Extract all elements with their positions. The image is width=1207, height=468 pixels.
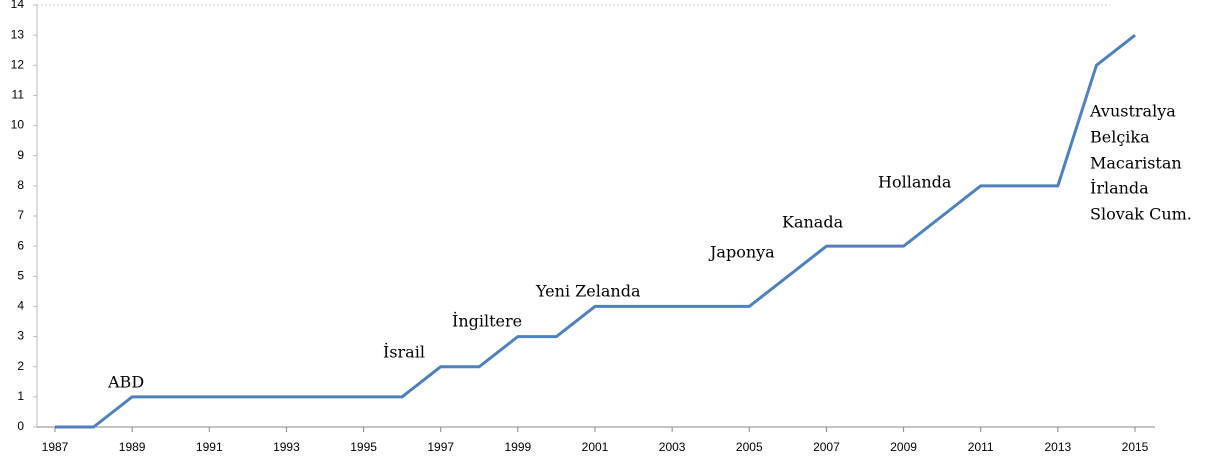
x-tick-label: 2011 [968,440,994,454]
x-tick-label: 2009 [890,440,917,454]
annotation: ABD [107,373,144,392]
y-tick-label: 14 [11,0,25,11]
y-tick-label: 3 [17,329,24,343]
annotation: Hollanda [878,173,952,192]
x-tick-label: 2003 [659,440,686,454]
x-tick-label: 1999 [505,440,532,454]
annotation: Yeni Zelanda [535,282,641,301]
annotation: İrlanda [1090,178,1149,198]
x-tick-label: 1993 [273,440,300,454]
annotation: Avustralya [1089,102,1176,121]
x-tick-label: 1995 [350,440,377,454]
x-tick-label: 2007 [813,440,840,454]
y-tick-label: 1 [17,389,24,403]
annotation: Belçika [1090,128,1150,147]
y-tick-label: 10 [11,118,25,132]
y-tick-label: 5 [17,268,24,282]
x-tick-label: 1991 [196,440,223,454]
annotation: Macaristan [1090,154,1182,173]
annotation: Japonya [708,243,775,262]
y-tick-label: 9 [17,148,24,162]
y-tick-label: 8 [17,178,24,192]
y-tick-label: 0 [17,419,24,433]
line [55,33,1136,429]
annotation: Slovak Cum. [1090,205,1192,224]
y-tick-label: 13 [11,27,25,41]
y-tick-label: 7 [17,208,24,222]
x-tick-label: 2013 [1045,440,1072,454]
y-tick-label: 12 [11,57,25,71]
x-tick-label: 2001 [582,440,609,454]
x-tick-label: 1987 [42,440,69,454]
x-tick-label: 2005 [736,440,763,454]
y-tick-label: 11 [12,88,25,102]
x-tick-label: 1989 [119,440,146,454]
annotation: İsrail [383,342,425,362]
annotation: İngiltere [452,311,522,331]
y-tick-label: 4 [17,299,24,313]
y-tick-label: 6 [17,238,24,252]
x-tick-label: 2015 [1122,440,1149,454]
y-tick-label: 2 [17,359,24,373]
annotation: Kanada [782,213,844,232]
x-tick-label: 1997 [427,440,454,454]
